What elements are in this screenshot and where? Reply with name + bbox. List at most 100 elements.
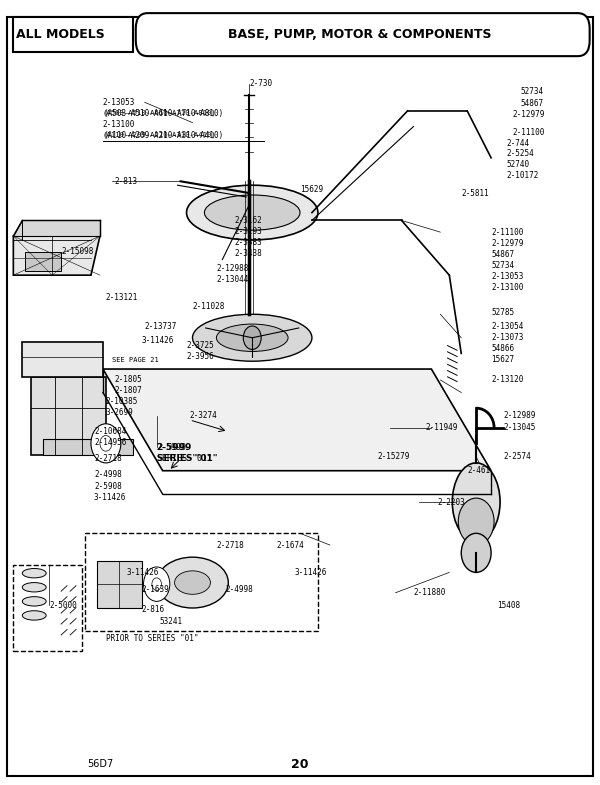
- Text: 2-14956: 2-14956: [94, 438, 127, 447]
- Text: 2-10684: 2-10684: [94, 427, 127, 436]
- Circle shape: [143, 567, 170, 601]
- Text: SERIES "01": SERIES "01": [157, 455, 212, 463]
- Text: (A503-A510-A610-A710-A810): (A503-A510-A610-A710-A810): [103, 109, 223, 118]
- Text: 2-4998: 2-4998: [94, 470, 122, 479]
- Text: 2-3383: 2-3383: [235, 238, 262, 246]
- Text: 53241: 53241: [160, 617, 183, 626]
- Text: 54866: 54866: [491, 344, 514, 353]
- Text: 2-10172: 2-10172: [506, 171, 538, 181]
- Ellipse shape: [22, 568, 46, 578]
- Text: 2-3956: 2-3956: [187, 352, 214, 361]
- Text: 2-10385: 2-10385: [106, 397, 138, 407]
- Text: 2-813: 2-813: [115, 177, 138, 186]
- Text: 2-13737: 2-13737: [145, 323, 177, 331]
- Text: ALL MODELS: ALL MODELS: [16, 27, 105, 41]
- Text: 20: 20: [291, 758, 309, 771]
- Text: 2-11100: 2-11100: [491, 228, 523, 236]
- Text: 2-3274: 2-3274: [190, 411, 217, 421]
- Text: 2-13053: 2-13053: [491, 272, 523, 281]
- Text: 2-13121: 2-13121: [106, 293, 138, 301]
- FancyBboxPatch shape: [25, 252, 61, 272]
- Text: (A110-A209-A210-A310-A410): (A110-A209-A210-A310-A410): [103, 132, 217, 138]
- Text: 2-15098: 2-15098: [61, 247, 94, 256]
- Text: 2-1639: 2-1639: [142, 585, 169, 594]
- Text: 2-730: 2-730: [249, 79, 272, 88]
- Ellipse shape: [461, 533, 491, 572]
- Text: 2-2718: 2-2718: [94, 454, 122, 462]
- Text: 3-11426: 3-11426: [142, 337, 174, 345]
- Text: 2-13054: 2-13054: [491, 322, 523, 330]
- Text: 54867: 54867: [491, 250, 514, 259]
- Circle shape: [100, 436, 112, 451]
- Text: 2-1805: 2-1805: [115, 375, 143, 385]
- Text: 15627: 15627: [491, 355, 514, 364]
- FancyBboxPatch shape: [136, 13, 590, 57]
- Text: 2-816: 2-816: [142, 605, 165, 615]
- Polygon shape: [43, 440, 133, 455]
- Circle shape: [243, 326, 261, 349]
- Ellipse shape: [22, 611, 46, 620]
- Text: 15629: 15629: [300, 184, 323, 194]
- Polygon shape: [97, 560, 142, 608]
- Text: 56D7: 56D7: [87, 759, 113, 769]
- Text: 2-12979: 2-12979: [491, 239, 523, 248]
- Text: 2-3438: 2-3438: [235, 249, 262, 257]
- Text: 3-11426: 3-11426: [127, 568, 159, 577]
- Polygon shape: [13, 221, 100, 236]
- Text: 2-12988: 2-12988: [217, 265, 249, 273]
- Text: 52740: 52740: [506, 160, 529, 170]
- Polygon shape: [103, 369, 491, 471]
- Text: 2-13045: 2-13045: [503, 423, 535, 433]
- Polygon shape: [31, 377, 106, 455]
- Text: 2-13100: 2-13100: [103, 119, 135, 129]
- Text: 2-3725: 2-3725: [187, 341, 214, 350]
- Ellipse shape: [175, 571, 211, 594]
- Text: SEE PAGE 21: SEE PAGE 21: [112, 356, 158, 363]
- Ellipse shape: [22, 582, 46, 592]
- Text: 2-2718: 2-2718: [217, 541, 244, 550]
- Text: 2-11028: 2-11028: [193, 302, 225, 311]
- Text: 3-11426: 3-11426: [294, 568, 326, 577]
- Ellipse shape: [193, 314, 312, 361]
- Text: 3-11426: 3-11426: [94, 493, 127, 502]
- Text: 2-13120: 2-13120: [491, 375, 523, 385]
- Text: 2-12989: 2-12989: [503, 411, 535, 421]
- Text: 2-461: 2-461: [467, 466, 490, 475]
- Text: (A503-A510-A610-A710-A810): (A503-A510-A610-A710-A810): [103, 110, 217, 116]
- Text: 2-11880: 2-11880: [413, 588, 446, 597]
- Text: 2-2203: 2-2203: [437, 498, 465, 506]
- Ellipse shape: [452, 463, 500, 541]
- Text: 15408: 15408: [497, 601, 520, 610]
- Text: SERIES "01": SERIES "01": [157, 455, 217, 463]
- FancyBboxPatch shape: [13, 564, 82, 651]
- Text: 2-12979: 2-12979: [512, 110, 544, 119]
- Text: 2-3162: 2-3162: [235, 216, 262, 225]
- Text: 2-3193: 2-3193: [235, 227, 262, 236]
- Text: 2-5000: 2-5000: [49, 601, 77, 610]
- Text: 54867: 54867: [521, 99, 544, 108]
- Ellipse shape: [187, 185, 318, 240]
- FancyBboxPatch shape: [7, 17, 593, 776]
- Text: 2-744: 2-744: [506, 139, 529, 148]
- Polygon shape: [22, 341, 103, 377]
- Text: 2-13053: 2-13053: [103, 98, 135, 107]
- Circle shape: [152, 578, 161, 590]
- Text: 2-11949: 2-11949: [425, 423, 458, 433]
- Ellipse shape: [217, 324, 288, 352]
- Text: 2-5999: 2-5999: [157, 443, 187, 451]
- Ellipse shape: [22, 597, 46, 606]
- Text: 2-13100: 2-13100: [491, 283, 523, 292]
- Text: 2-1674: 2-1674: [276, 541, 304, 550]
- Text: 2-5811: 2-5811: [461, 189, 489, 199]
- Polygon shape: [85, 533, 318, 631]
- Text: 2-5254: 2-5254: [506, 149, 534, 159]
- Text: 2-13073: 2-13073: [491, 334, 523, 342]
- Ellipse shape: [205, 195, 300, 230]
- Ellipse shape: [157, 557, 229, 608]
- FancyBboxPatch shape: [13, 17, 133, 53]
- Text: 2-5908: 2-5908: [94, 482, 122, 491]
- Text: 2-15279: 2-15279: [377, 452, 410, 461]
- Circle shape: [91, 424, 121, 463]
- Text: 2-11100: 2-11100: [512, 128, 544, 137]
- Text: (A110-A209-A210-A310-A410): (A110-A209-A210-A310-A410): [103, 130, 223, 140]
